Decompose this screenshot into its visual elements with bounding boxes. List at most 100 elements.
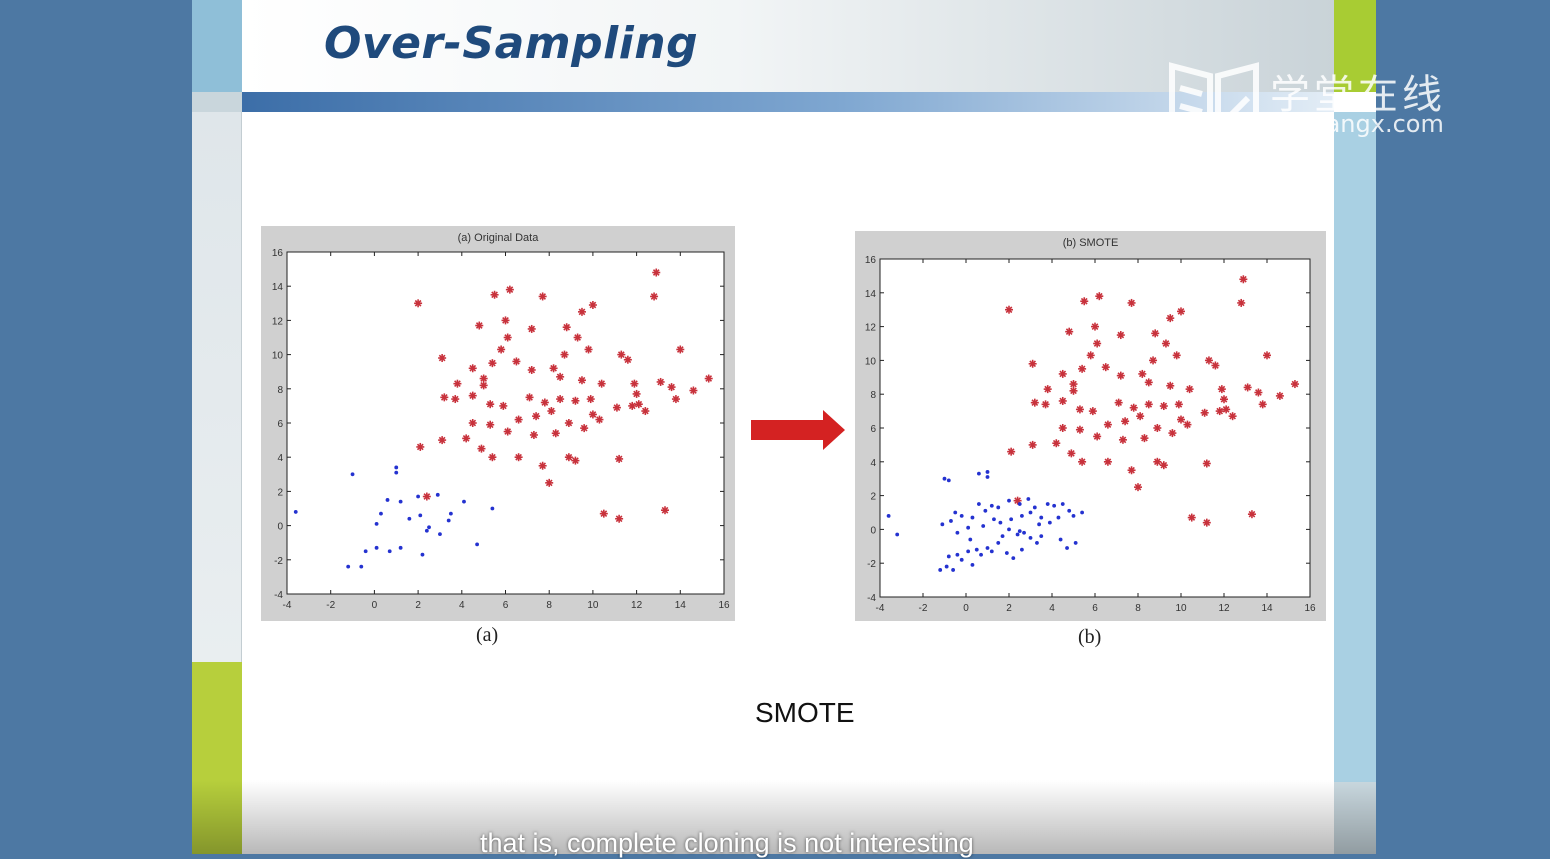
watermark-chinese-text: 学堂在线 xyxy=(1270,72,1446,118)
majority-point xyxy=(1093,339,1102,348)
majority-point xyxy=(1030,398,1039,407)
majority-point xyxy=(549,364,558,373)
header-bar xyxy=(242,92,1334,112)
minority-point xyxy=(981,524,986,528)
majority-point xyxy=(488,359,497,368)
y-tick-label: 0 xyxy=(870,525,876,536)
majority-point xyxy=(1067,449,1076,458)
majority-point xyxy=(468,419,477,427)
majority-point xyxy=(584,345,593,354)
majority-point xyxy=(1136,412,1145,421)
x-tick-label: 14 xyxy=(675,600,687,611)
slide-title: Over-Sampling xyxy=(324,18,699,69)
majority-point xyxy=(1153,457,1162,466)
minority-point xyxy=(989,549,994,554)
minority-point xyxy=(970,562,975,567)
majority-point xyxy=(512,357,521,366)
x-tick-label: 14 xyxy=(1261,603,1273,614)
minority-point xyxy=(946,478,951,483)
majority-point xyxy=(1116,371,1125,380)
majority-point xyxy=(422,492,431,501)
majority-point xyxy=(1086,351,1095,360)
majority-point xyxy=(545,478,554,487)
majority-point xyxy=(641,407,650,416)
minority-point xyxy=(1067,508,1072,513)
x-tick-label: 10 xyxy=(587,600,599,611)
majority-point xyxy=(661,506,670,515)
majority-point xyxy=(490,290,499,299)
minority-point xyxy=(1017,529,1022,533)
majority-point xyxy=(586,395,595,404)
majority-point xyxy=(547,407,556,416)
minority-point xyxy=(970,515,975,520)
majority-point xyxy=(1028,359,1037,368)
majority-point xyxy=(1151,329,1160,338)
majority-point xyxy=(1161,339,1170,348)
minority-point xyxy=(1065,546,1069,550)
majority-point xyxy=(1159,402,1168,411)
majority-point xyxy=(1243,383,1252,392)
x-tick-label: 12 xyxy=(1218,603,1230,614)
majority-point xyxy=(1127,298,1136,307)
minority-point xyxy=(1037,522,1041,527)
majority-point xyxy=(1075,425,1084,434)
majority-point xyxy=(564,453,573,462)
majority-point xyxy=(1065,327,1074,336)
majority-point xyxy=(1121,417,1130,426)
majority-point xyxy=(438,436,447,445)
majority-point xyxy=(556,372,565,381)
minority-point xyxy=(1047,520,1052,525)
minority-point xyxy=(977,471,981,476)
majority-point xyxy=(525,393,534,402)
majority-point xyxy=(514,453,523,462)
caption-a: (a) xyxy=(476,624,499,646)
majority-point xyxy=(1254,388,1263,397)
minority-point xyxy=(951,568,955,572)
minority-point xyxy=(1009,517,1014,522)
minority-point xyxy=(966,549,971,554)
minority-point xyxy=(435,492,440,497)
majority-point xyxy=(571,456,580,465)
majority-point xyxy=(595,415,604,424)
left-strip-gap xyxy=(192,92,242,112)
minority-point xyxy=(1073,541,1078,545)
majority-point xyxy=(623,355,632,364)
x-tick-label: 12 xyxy=(631,600,643,611)
majority-point xyxy=(477,444,486,453)
minority-point xyxy=(1028,535,1033,540)
x-tick-label: 6 xyxy=(503,600,509,611)
minority-point xyxy=(996,541,1001,545)
y-tick-label: 6 xyxy=(870,424,876,435)
minority-point xyxy=(407,516,412,521)
majority-point xyxy=(1116,331,1125,340)
y-tick-label: 14 xyxy=(865,289,877,300)
majority-point xyxy=(527,365,536,374)
majority-point xyxy=(571,396,580,405)
minority-point xyxy=(942,476,947,481)
majority-point xyxy=(1168,429,1177,438)
minority-point xyxy=(1032,505,1037,510)
minority-point xyxy=(1020,513,1024,518)
majority-point xyxy=(468,391,477,400)
majority-point xyxy=(475,321,484,330)
majority-point xyxy=(1177,307,1185,316)
minority-point xyxy=(387,549,392,554)
x-tick-label: -2 xyxy=(326,600,335,611)
majority-point xyxy=(1183,420,1192,429)
watermark: 学堂在线 xuetangx.com xyxy=(1160,56,1490,146)
x-tick-label: -4 xyxy=(876,603,885,614)
y-tick-label: 6 xyxy=(277,419,283,430)
minority-point xyxy=(293,510,298,514)
x-tick-label: 6 xyxy=(1092,603,1098,614)
majority-point xyxy=(505,285,514,294)
minority-point xyxy=(416,494,420,499)
majority-point xyxy=(1237,298,1246,307)
minority-point xyxy=(938,568,943,572)
majority-point xyxy=(1177,415,1185,424)
x-tick-label: 4 xyxy=(459,600,465,611)
majority-point xyxy=(1114,398,1123,407)
minority-point xyxy=(1028,510,1033,515)
x-tick-label: 4 xyxy=(1049,603,1055,614)
minority-point xyxy=(394,470,399,475)
y-tick-label: 2 xyxy=(870,492,876,503)
